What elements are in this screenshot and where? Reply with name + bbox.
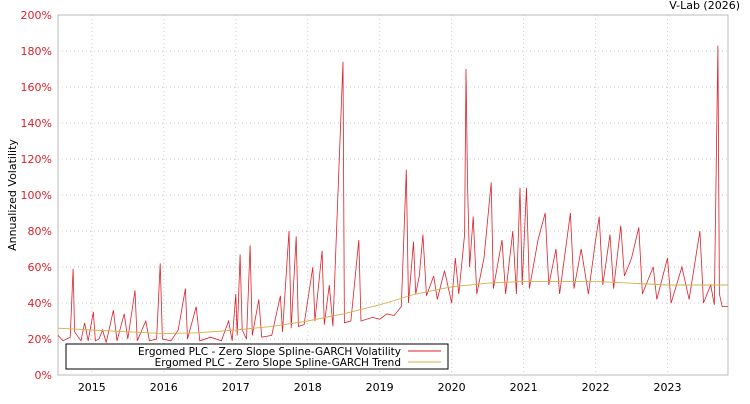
trend-line xyxy=(57,280,728,335)
y-axis-label: Annualized Volatility xyxy=(6,139,19,251)
legend: Ergomed PLC - Zero Slope Spline-GARCH Vo… xyxy=(65,343,449,370)
y-tick-label: 0% xyxy=(35,369,52,382)
y-tick-label: 200% xyxy=(21,9,52,22)
y-tick-label: 60% xyxy=(28,261,52,274)
x-tick-label: 2021 xyxy=(510,381,538,394)
x-tick-label: 2023 xyxy=(654,381,682,394)
y-tick-label: 160% xyxy=(21,81,52,94)
volatility-line xyxy=(57,45,728,343)
x-tick-label: 2019 xyxy=(366,381,394,394)
y-tick-label: 20% xyxy=(28,333,52,346)
y-ticks: 0% 20% 40% 60% 80% 100% 120% 140% 160% 180% 200% xyxy=(21,9,52,382)
x-tick-label: 2018 xyxy=(294,381,322,394)
legend-box xyxy=(65,343,449,370)
x-tick-label: 2017 xyxy=(222,381,250,394)
series-lines xyxy=(57,45,728,343)
x-ticks: 2015 2016 2017 2018 2019 2020 2021 2022 2023 xyxy=(78,381,682,394)
y-tick-label: 140% xyxy=(21,117,52,130)
x-tick-label: 2020 xyxy=(438,381,466,394)
y-tick-label: 180% xyxy=(21,45,52,58)
x-tick-label: 2015 xyxy=(78,381,106,394)
y-tick-label: 120% xyxy=(21,153,52,166)
legend-label-volatility: Ergomed PLC - Zero Slope Spline-GARCH Vo… xyxy=(138,346,401,358)
grid xyxy=(58,15,728,375)
y-tick-label: 80% xyxy=(28,225,52,238)
x-tick-label: 2016 xyxy=(150,381,178,394)
legend-label-trend: Ergomed PLC - Zero Slope Spline-GARCH Tr… xyxy=(155,357,401,369)
credit-label: V-Lab (2026) xyxy=(669,0,740,12)
y-tick-label: 100% xyxy=(21,189,52,202)
x-tick-label: 2022 xyxy=(582,381,610,394)
y-tick-label: 40% xyxy=(28,297,52,310)
